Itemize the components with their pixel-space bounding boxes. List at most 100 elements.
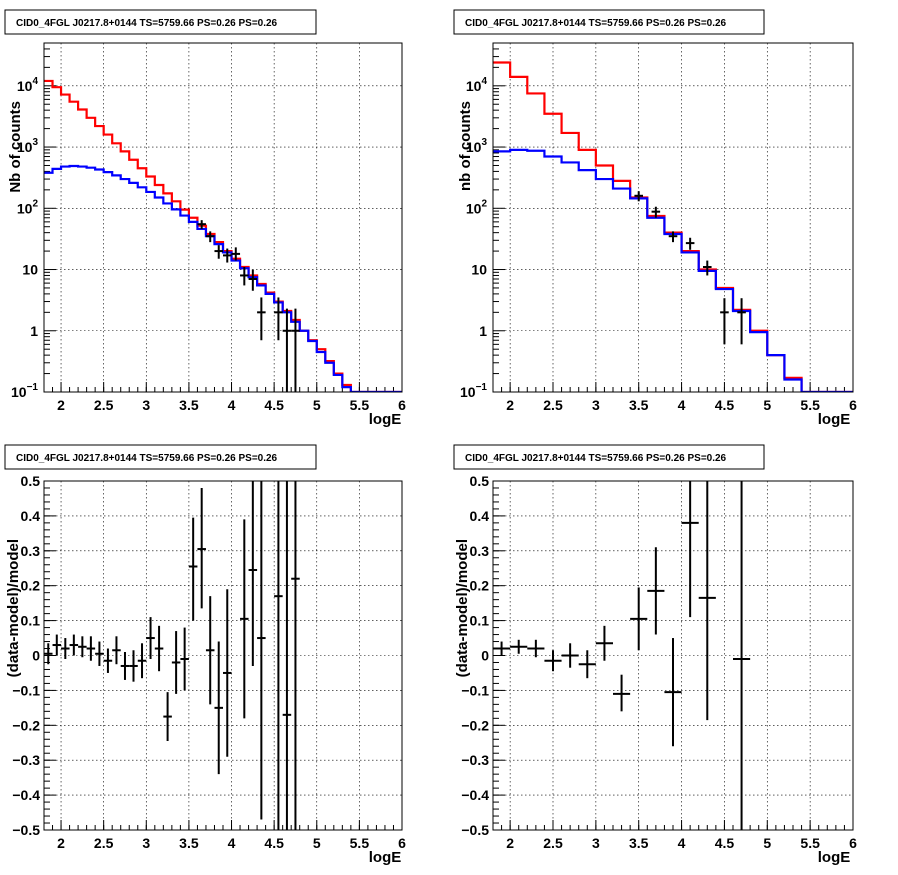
x-tick-label: 4: [678, 835, 686, 851]
y-tick-label: −0.5: [461, 822, 489, 838]
chart-title: CID0_4FGL J0217.8+0144 TS=5759.66 PS=0.2…: [465, 453, 727, 464]
y-tick-base: 10: [460, 384, 476, 400]
y-tick-base: 10: [22, 262, 38, 278]
histogram-series: [493, 148, 853, 392]
data-point: [61, 638, 70, 659]
data-point: [493, 641, 511, 656]
data-point: [137, 643, 147, 679]
y-tick-label: 10−1: [11, 382, 38, 400]
data-point: [223, 589, 232, 757]
y-tick-exponent: 2: [32, 198, 38, 209]
y-tick-exponent: −1: [476, 382, 488, 393]
data-point: [231, 247, 241, 261]
x-tick-label: 5: [313, 397, 321, 413]
y-tick-label: 0.5: [470, 473, 490, 489]
x-tick-label: 4.5: [264, 835, 284, 851]
data-point: [282, 481, 292, 830]
x-tick-label: 4.5: [715, 835, 735, 851]
x-tick-label: 5: [763, 397, 771, 413]
data-point: [95, 641, 104, 666]
x-tick-label: 2: [57, 835, 65, 851]
y-tick-base: 10: [466, 78, 482, 94]
y-tick-label: 0.4: [470, 508, 490, 524]
data-point: [510, 639, 528, 654]
data-point: [197, 487, 206, 609]
data-point: [703, 260, 712, 276]
data-point: [291, 481, 300, 830]
data-point: [69, 634, 79, 656]
x-tick-label: 2.5: [543, 397, 563, 413]
y-tick-base: 10: [17, 78, 33, 94]
data-point: [103, 648, 113, 673]
y-tick-label: 0.4: [21, 508, 41, 524]
data-point: [120, 652, 130, 680]
data-point: [685, 237, 695, 250]
data-point: [52, 634, 62, 656]
x-tick-label: 2.5: [543, 835, 563, 851]
data-point: [146, 617, 155, 659]
x-tick-label: 6: [398, 397, 406, 413]
x-tick-label: 2: [506, 397, 514, 413]
plot-area: [44, 79, 402, 392]
y-tick-label: 0.1: [21, 613, 41, 629]
y-tick-label: 0: [32, 648, 40, 664]
data-point: [664, 638, 682, 747]
y-tick-label: 102: [17, 198, 39, 216]
data-point: [154, 625, 164, 672]
data-point: [291, 308, 300, 392]
plot-frame: [43, 42, 403, 393]
y-tick-base: 10: [471, 262, 487, 278]
y-tick-label: −0.5: [12, 822, 40, 838]
counts-panel-top-left: CID0_4FGL J0217.8+0144 TS=5759.66 PS=0.2…: [4, 9, 406, 428]
y-tick-label: 0.2: [470, 578, 490, 594]
x-tick-label: 3: [592, 835, 600, 851]
data-point: [647, 547, 665, 635]
data-point: [595, 625, 613, 661]
title-box: [4, 9, 317, 35]
x-tick-label: 3: [142, 397, 150, 413]
y-tick-exponent: 4: [481, 76, 487, 87]
x-tick-label: 4: [678, 397, 686, 413]
y-tick-exponent: 2: [481, 198, 487, 209]
y-axis-label: Nb of counts: [7, 101, 24, 193]
y-tick-label: −0.2: [461, 717, 489, 733]
plot-area: [493, 61, 853, 392]
plot-area: [44, 481, 300, 830]
data-point: [197, 220, 206, 229]
y-tick-label: 0.3: [21, 543, 41, 559]
title-box: [4, 444, 317, 470]
data-point: [561, 643, 579, 668]
y-tick-label: 0.1: [470, 613, 490, 629]
x-axis-label: logE: [369, 411, 402, 428]
data-point: [634, 191, 643, 202]
data-point: [630, 587, 648, 651]
y-axis-label: (data-model)/model: [5, 539, 22, 677]
data-point: [163, 692, 172, 742]
data-point: [171, 631, 181, 694]
y-tick-exponent: −1: [27, 382, 39, 393]
plot-frame: [43, 480, 403, 831]
data-point: [180, 627, 189, 691]
data-point: [214, 641, 223, 775]
data-point: [257, 481, 266, 820]
y-tick-label: 0.2: [21, 578, 41, 594]
data-point: [257, 297, 266, 341]
data-point: [205, 596, 215, 705]
y-tick-label: −0.3: [461, 752, 489, 768]
y-tick-label: 10: [471, 262, 487, 278]
y-tick-label: 103: [17, 137, 39, 155]
x-tick-label: 5.5: [800, 835, 820, 851]
data-point: [668, 231, 678, 243]
data-point: [248, 481, 258, 666]
plot-frame: [492, 480, 854, 831]
y-tick-base: 10: [466, 139, 482, 155]
data-point: [274, 297, 283, 341]
y-tick-label: 102: [466, 198, 488, 216]
y-tick-label: −0.3: [12, 752, 40, 768]
x-axis-label: logE: [369, 849, 402, 866]
counts-panel-top-right: CID0_4FGL J0217.8+0144 TS=5759.66 PS=0.2…: [453, 9, 857, 428]
x-tick-label: 4: [228, 397, 236, 413]
y-tick-label: −0.2: [12, 717, 40, 733]
data-point: [282, 308, 292, 392]
data-point: [544, 650, 562, 672]
